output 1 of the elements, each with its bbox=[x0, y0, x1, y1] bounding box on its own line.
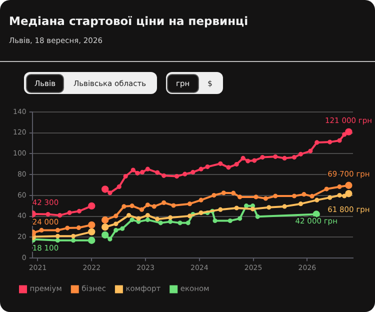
chart-title: Медіана стартової ціни на первинці bbox=[9, 14, 248, 28]
